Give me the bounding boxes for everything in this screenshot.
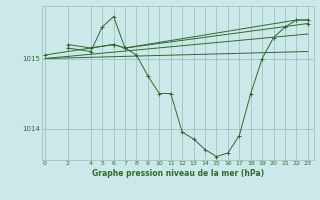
X-axis label: Graphe pression niveau de la mer (hPa): Graphe pression niveau de la mer (hPa) [92, 169, 264, 178]
